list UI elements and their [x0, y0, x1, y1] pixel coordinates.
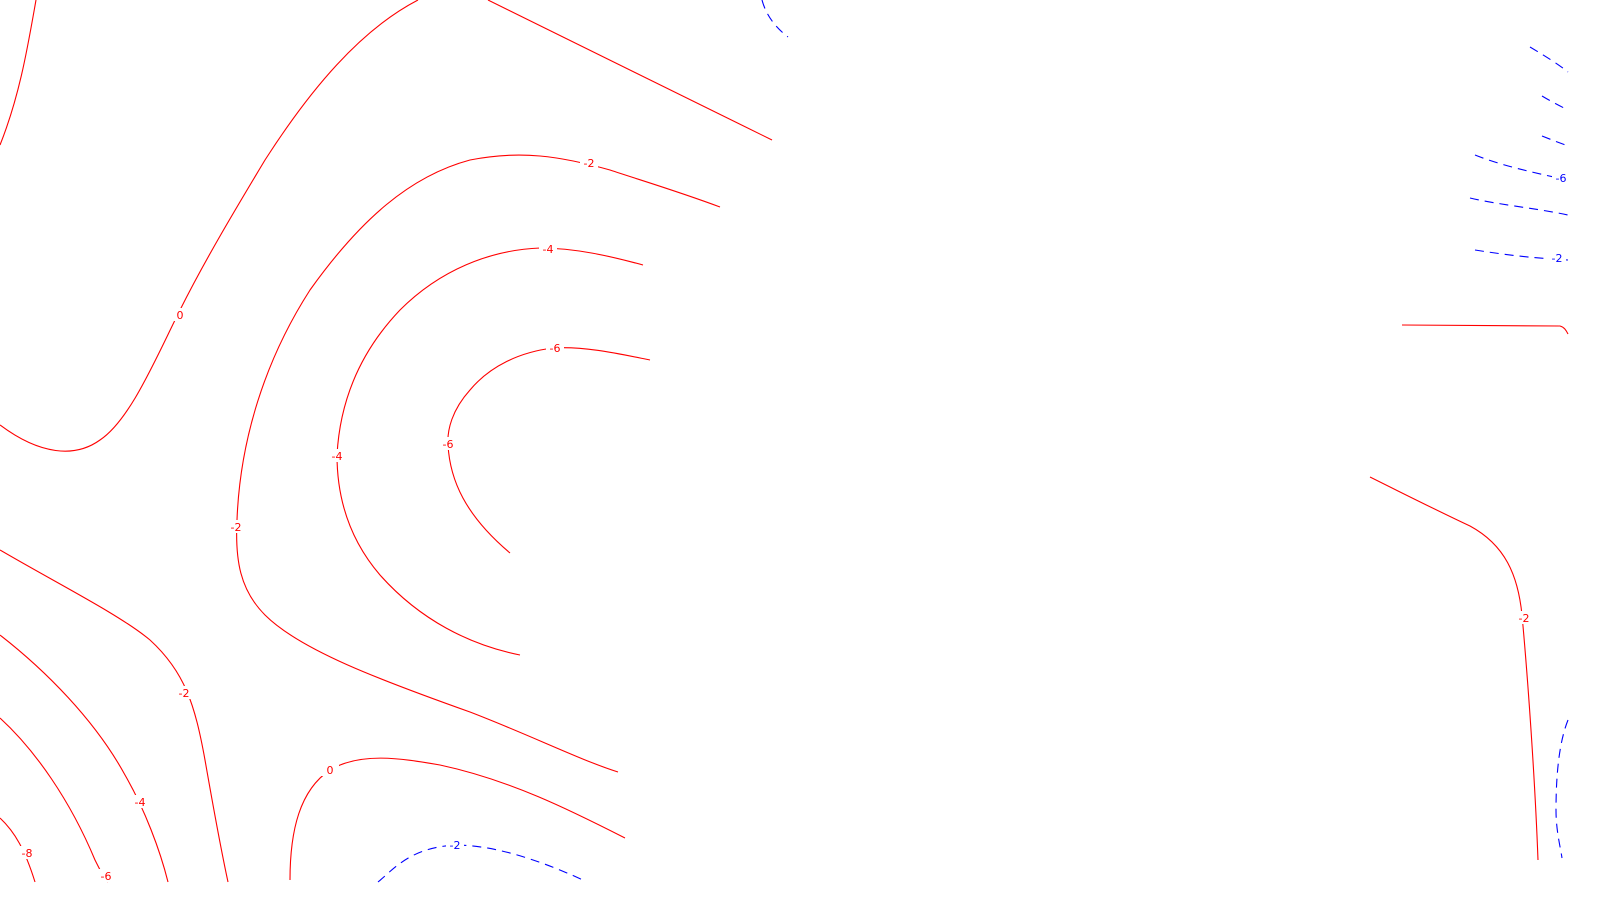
contour-lines	[0, 0, 1569, 883]
contour-label-red-m2-lower-left-0: -2	[179, 687, 190, 700]
contour-label-bg	[580, 156, 598, 169]
contour-label-red-m2-main-1: -2	[231, 521, 242, 534]
contour-label-bg	[1515, 611, 1533, 624]
contour-label-red-0-lower-middle-0: 0	[327, 764, 334, 777]
contour-label-red-m4-lower-left-0: -4	[135, 796, 146, 809]
contour-label-red-0-upper-left-0: 0	[177, 309, 184, 322]
contour-label-blue-m2-bottom-0: -2	[450, 839, 461, 852]
contour-line-red-m6-lower-left	[0, 717, 109, 883]
contour-label-red-m4-main-1: -4	[332, 450, 343, 463]
contour-line-blue-m2-bottom	[377, 844, 584, 883]
contour-line-red-m2-upper	[487, 0, 773, 141]
contour-label-bg	[546, 341, 564, 354]
contour-line-red-m2-lower-left	[0, 549, 229, 883]
contour-label-red-m6-lower-left-0: -6	[101, 870, 112, 883]
contour-label-bg	[175, 686, 193, 699]
contour-label-blue-m6-right-0: -6	[1556, 172, 1567, 185]
contour-label-blue-m2-right-0: -2	[1552, 252, 1563, 265]
contour-label-red-m8-lower-left-0: -8	[22, 847, 33, 860]
contour-label-bg	[328, 449, 346, 462]
contour-line-blue-m6-right	[761, 0, 1569, 216]
contour-label-bg	[321, 763, 339, 776]
contour-line-red-0-lower-middle	[289, 757, 626, 881]
contour-line-red-m4-lower-left	[0, 634, 169, 883]
contour-label-bg	[18, 846, 36, 859]
contour-label-bg	[1548, 251, 1566, 264]
contour-label-bg	[97, 869, 115, 882]
contour-label-red-m6-main-1: -6	[443, 438, 454, 451]
contour-line-red-m6-main	[447, 347, 651, 554]
contour-label-red-m2-right-0: -2	[1519, 612, 1530, 625]
contour-line-blue-m2-right	[1474, 249, 1569, 859]
contour-label-red-m4-main-0: -4	[543, 243, 554, 256]
contour-label-red-m6-main-0: -6	[550, 342, 561, 355]
contour-line-red-0-upper-left	[0, 0, 419, 452]
contour-label-bg	[539, 242, 557, 255]
contour-label-bg	[446, 838, 464, 851]
contour-label-bg	[439, 437, 457, 450]
contour-label-bg	[227, 520, 245, 533]
contour-line-red-m2-right	[1369, 324, 1569, 861]
contour-line-red-m2-main	[236, 154, 721, 773]
contour-label-red-m2-main-0: -2	[584, 157, 595, 170]
contour-labels: 0 0 -2 -2 -4 -4 -6 -6 -2 -4 -6 -8 -2 -2 -6 -2	[18, 156, 1570, 883]
contour-line-red-m4-main	[336, 247, 644, 656]
contour-label-bg	[171, 308, 189, 321]
contour-label-bg	[131, 795, 149, 808]
contour-label-bg	[1552, 171, 1570, 184]
contour-line-red-m8-lower-left	[0, 817, 36, 883]
